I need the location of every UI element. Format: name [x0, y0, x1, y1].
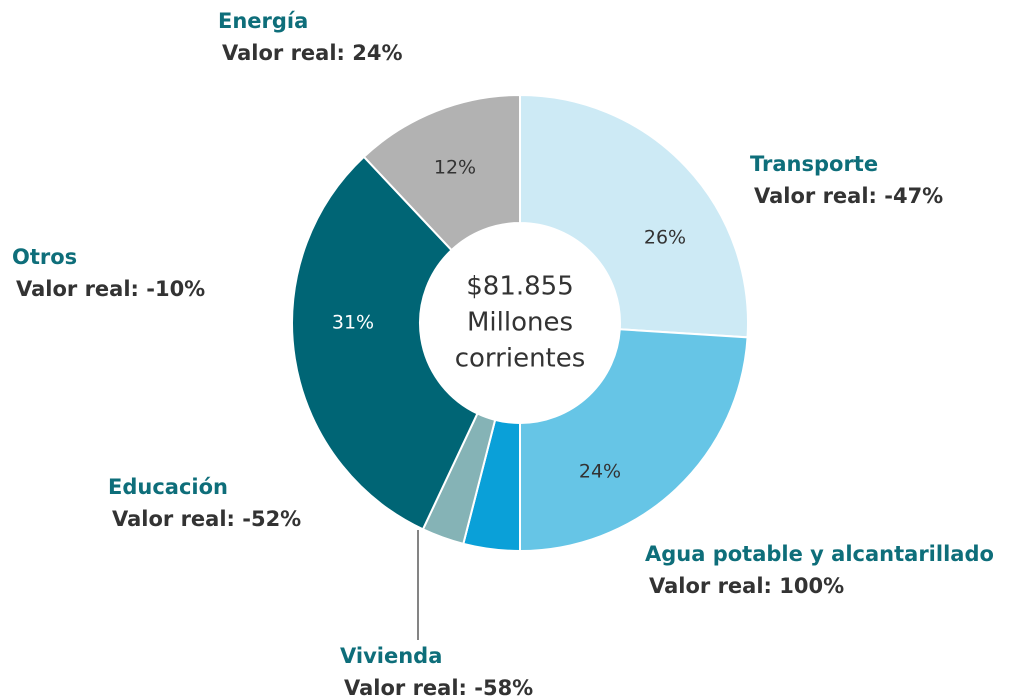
category-label: Transporte: [750, 152, 878, 176]
annotation: Valor real: 100%: [649, 574, 844, 598]
category-label: Energía: [218, 9, 308, 33]
annotation: Valor real: -58%: [344, 676, 533, 700]
annotation: Valor real: -52%: [112, 507, 301, 531]
slice: [291, 155, 479, 531]
annotation: Valor real: -47%: [754, 184, 943, 208]
slice-label: 31%: [332, 312, 374, 334]
slice-label: 12%: [434, 157, 476, 179]
category-label: Vivienda: [340, 644, 442, 668]
center-label: Millones: [467, 308, 573, 338]
slice-label: 26%: [644, 227, 686, 249]
category-label: Educación: [108, 475, 228, 499]
slice: [362, 93, 521, 252]
slice-label: 24%: [579, 461, 621, 483]
category-label: Agua potable y alcantarillado: [645, 542, 994, 566]
center-label: $81.855: [466, 272, 574, 302]
center-circle: [420, 223, 620, 423]
center-label: corrientes: [455, 344, 586, 374]
category-label: Otros: [12, 245, 77, 269]
annotation: Valor real: -10%: [16, 277, 205, 301]
annotation: Valor real: 24%: [222, 41, 403, 65]
